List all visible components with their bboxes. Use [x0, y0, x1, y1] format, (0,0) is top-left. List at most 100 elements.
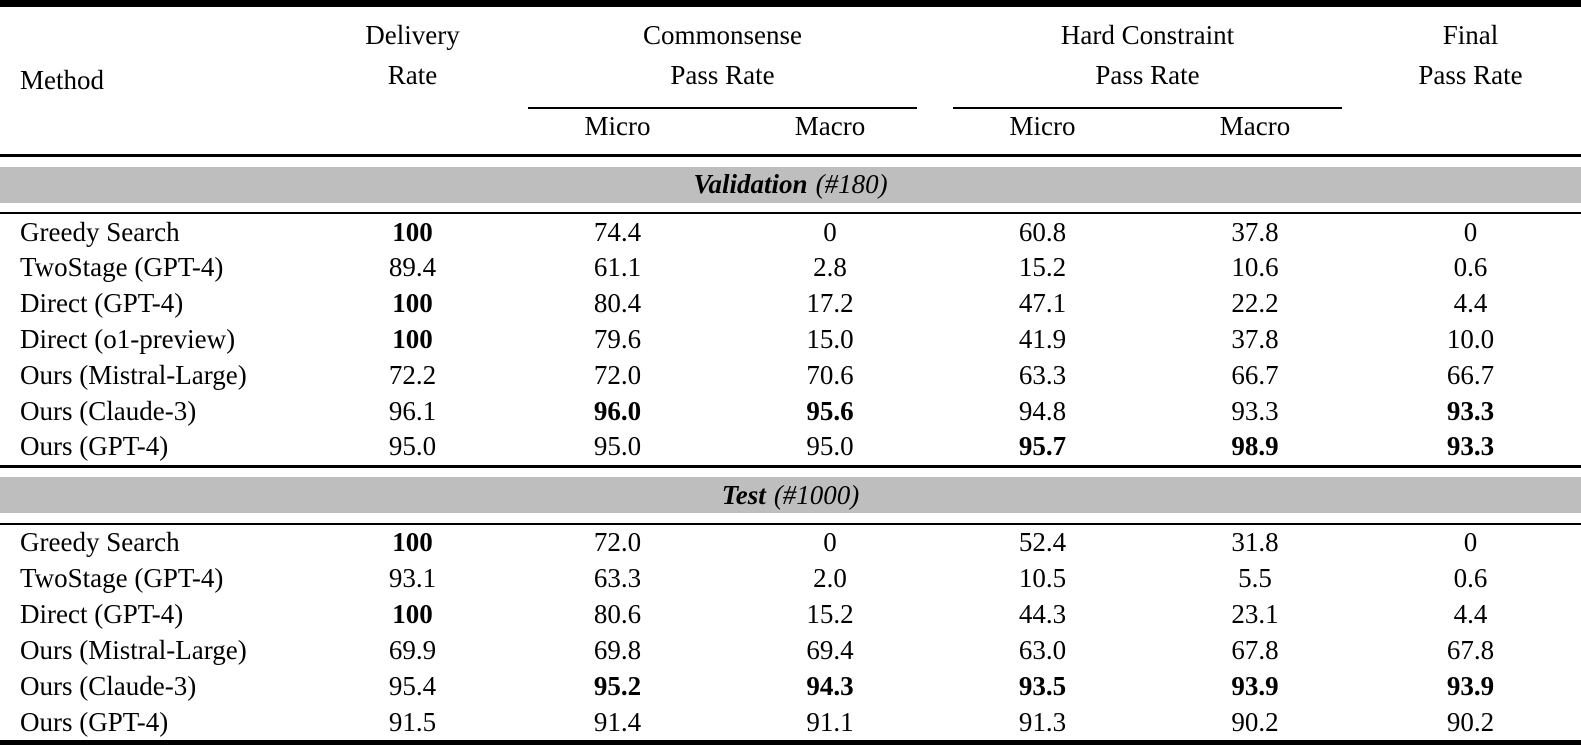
method-cell: Ours (GPT-4) — [20, 431, 169, 462]
hard-constraint-cmidrule — [953, 107, 1343, 109]
commonsense-cmidrule — [528, 107, 917, 109]
method-cell: TwoStage (GPT-4) — [20, 563, 224, 594]
table-row: Ours (Claude-3) 95.4 95.2 94.3 93.5 93.9 93.9 — [0, 668, 1581, 704]
value-cell: 10.5 — [1018, 563, 1067, 594]
col-header-delivery-rate: Delivery Rate — [315, 4, 510, 156]
value-cell: 5.5 — [1238, 563, 1272, 594]
value-cell: 90.2 — [1231, 706, 1279, 737]
value-cell: 37.8 — [1231, 324, 1279, 355]
section-title: Validation — [693, 169, 808, 200]
method-cell: Ours (Mistral-Large) — [20, 634, 247, 665]
value-cell: 93.9 — [1231, 670, 1279, 701]
value-cell: 74.4 — [593, 216, 642, 247]
section-band: Validation (#180) — [0, 154, 1581, 215]
value-cell: 66.7 — [1446, 359, 1495, 390]
value-cell: 72.2 — [388, 359, 437, 390]
value-cell: 41.9 — [1018, 324, 1067, 355]
value-cell: 66.7 — [1231, 359, 1279, 390]
method-cell: Direct (GPT-4) — [20, 599, 184, 630]
value-cell: 44.3 — [1018, 599, 1067, 630]
value-cell: 100 — [392, 216, 433, 247]
col-header-hard-constraint-micro: Micro — [1009, 111, 1076, 141]
value-cell: 4.4 — [1453, 599, 1488, 630]
table-row: Direct (GPT-4) 100 80.6 15.2 44.3 23.1 4.4 — [0, 597, 1581, 633]
value-cell: 31.8 — [1231, 527, 1279, 558]
value-cell: 95.7 — [1018, 431, 1067, 462]
value-cell: 95.2 — [593, 670, 642, 701]
col-header-commonsense-macro: Macro — [794, 111, 866, 141]
table-row: Ours (GPT-4) 91.5 91.4 91.1 91.3 90.2 90.2 — [0, 704, 1581, 743]
table-row: Direct (GPT-4) 100 80.4 17.2 47.1 22.2 4.4 — [0, 286, 1581, 322]
value-cell: 96.0 — [593, 395, 642, 426]
value-cell: 0 — [823, 527, 837, 558]
value-cell: 95.0 — [593, 431, 642, 462]
value-cell: 15.2 — [806, 599, 854, 630]
value-cell: 93.3 — [1446, 395, 1495, 426]
value-cell: 4.4 — [1453, 288, 1488, 319]
value-cell: 91.5 — [388, 706, 437, 737]
table-row: Ours (Mistral-Large) 72.2 72.0 70.6 63.3 66.7… — [0, 357, 1581, 393]
value-cell: 67.8 — [1231, 634, 1279, 665]
method-cell: Ours (Mistral-Large) — [20, 359, 247, 390]
section-count: (#180) — [815, 169, 888, 200]
value-cell: 72.0 — [593, 527, 642, 558]
value-cell: 2.0 — [813, 563, 847, 594]
value-cell: 61.1 — [593, 252, 642, 283]
table-row: Greedy Search 100 74.4 0 60.8 37.8 0 — [0, 213, 1581, 250]
value-cell: 0 — [1463, 216, 1478, 247]
col-header-hard-constraint-macro: Macro — [1219, 111, 1291, 141]
table-row: Ours (Mistral-Large) 69.9 69.8 69.4 63.0 67.8… — [0, 632, 1581, 668]
value-cell: 52.4 — [1018, 527, 1067, 558]
value-cell: 95.6 — [806, 395, 854, 426]
value-cell: 63.0 — [1018, 634, 1067, 665]
value-cell: 95.0 — [806, 431, 854, 462]
value-cell: 63.3 — [593, 563, 642, 594]
value-cell: 98.9 — [1231, 431, 1279, 462]
col-header-final-pass-rate-label: Final Pass Rate — [1418, 20, 1523, 90]
col-header-final-pass-rate: Final Pass Rate — [1360, 4, 1581, 156]
value-cell: 94.3 — [806, 670, 854, 701]
method-cell: Direct (o1-preview) — [20, 324, 236, 355]
value-cell: 95.4 — [388, 670, 437, 701]
table-row: TwoStage (GPT-4) 89.4 61.1 2.8 15.2 10.6 0.6 — [0, 250, 1581, 286]
value-cell: 93.3 — [1231, 395, 1279, 426]
value-cell: 95.0 — [388, 431, 437, 462]
value-cell: 2.8 — [813, 252, 847, 283]
value-cell: 17.2 — [806, 288, 854, 319]
method-cell: Ours (Claude-3) — [20, 395, 197, 426]
value-cell: 80.6 — [593, 599, 642, 630]
section-count: (#1000) — [773, 479, 860, 510]
value-cell: 22.2 — [1231, 288, 1279, 319]
method-cell: Greedy Search — [20, 527, 180, 558]
value-cell: 15.2 — [1018, 252, 1067, 283]
section-title: Test — [721, 479, 766, 510]
table-row: TwoStage (GPT-4) 93.1 63.3 2.0 10.5 5.5 0.6 — [0, 561, 1581, 597]
method-cell: TwoStage (GPT-4) — [20, 252, 224, 283]
table-row: Ours (Claude-3) 96.1 96.0 95.6 94.8 93.3 93.3 — [0, 393, 1581, 429]
method-cell: Ours (Claude-3) — [20, 670, 197, 701]
table-header: Method Delivery Rate Commonsense Pass Ra… — [0, 4, 1581, 156]
method-cell: Direct (GPT-4) — [20, 288, 184, 319]
value-cell: 37.8 — [1231, 216, 1279, 247]
value-cell: 93.9 — [1446, 670, 1495, 701]
value-cell: 80.4 — [593, 288, 642, 319]
value-cell: 0 — [823, 216, 837, 247]
value-cell: 15.0 — [806, 324, 854, 355]
value-cell: 0 — [1463, 527, 1478, 558]
value-cell: 70.6 — [806, 359, 854, 390]
value-cell: 90.2 — [1446, 706, 1495, 737]
table-body: Validation (#180) Greedy Search 100 74.4 0 60.… — [0, 154, 1581, 743]
value-cell: 94.8 — [1018, 395, 1067, 426]
section-band-row: Validation (#180) — [0, 154, 1581, 215]
value-cell: 93.3 — [1446, 431, 1495, 462]
value-cell: 100 — [392, 324, 433, 355]
value-cell: 10.0 — [1446, 324, 1495, 355]
value-cell: 67.8 — [1446, 634, 1495, 665]
value-cell: 0.6 — [1453, 252, 1488, 283]
table-row: Greedy Search 100 72.0 0 52.4 31.8 0 — [0, 524, 1581, 561]
table-row: Ours (GPT-4) 95.0 95.0 95.0 95.7 98.9 93.3 — [0, 429, 1581, 466]
value-cell: 23.1 — [1231, 599, 1279, 630]
col-header-commonsense-micro: Micro — [584, 111, 651, 141]
value-cell: 47.1 — [1018, 288, 1067, 319]
